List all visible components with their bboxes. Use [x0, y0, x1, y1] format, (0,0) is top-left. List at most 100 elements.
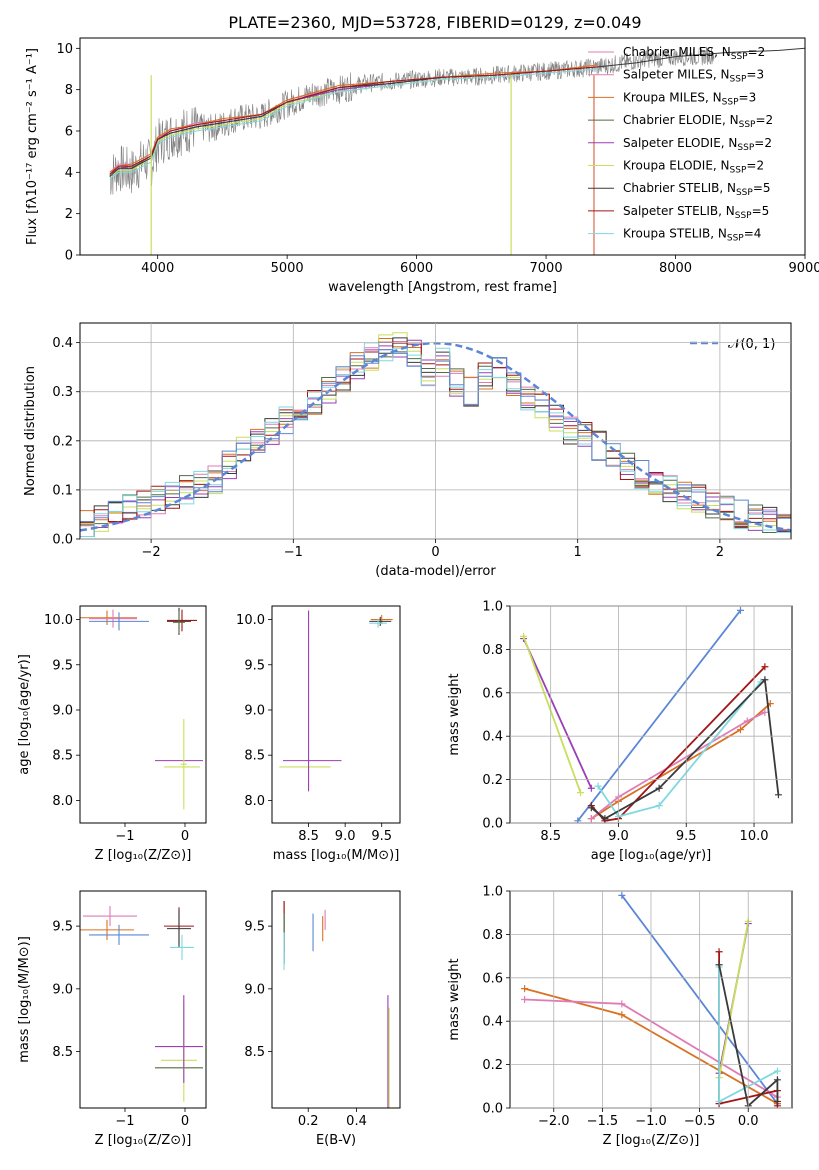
y-tick-label: 0.2	[482, 773, 503, 788]
y-tick-label: 0.4	[482, 1015, 503, 1030]
y-tick-label: 9.5	[52, 658, 73, 673]
chart-residuals: 𝒩(0, 1) −2 −1 0 1 2 0.0 0.1 0.2 0.3 0.4 (data-model…	[23, 322, 792, 579]
data-point	[655, 802, 663, 810]
model-2	[109, 64, 598, 173]
data-point	[574, 817, 582, 823]
chart-age_vs_mass: 8.5 9.0 9.5 8.0 8.5 9.0 9.5 10.0 mass [log₁₀(M/M…	[236, 605, 401, 863]
chart-massweight_vs_Z: −2.0 −1.5 −1.0 −0.5 0.0 0.0 0.2 0.4 0.6 0.8 1.0 Z […	[447, 885, 793, 1148]
x-tick-label: 8.5	[298, 829, 319, 844]
data-point	[577, 789, 584, 797]
y-axis-label: mass weight	[447, 673, 462, 755]
y-tick-label: 0.6	[482, 971, 503, 986]
legend-suffix: =2	[754, 136, 772, 150]
y-tick-label: 8	[65, 83, 73, 98]
y-tick-label: 8.5	[244, 749, 265, 764]
figure-title: PLATE=2360, MJD=53728, FIBERID=0129, z=0…	[228, 13, 641, 32]
x-tick-label: −1	[115, 1114, 134, 1129]
weight-line-7	[718, 964, 779, 1108]
x-axis-label: Z [log₁₀(Z/Z⊙)]	[95, 848, 192, 863]
y-tick-label: 0.2	[52, 434, 73, 449]
legend-suffix: =2	[748, 45, 766, 59]
chart-mass_vs_Z: −1 0 8.5 9.0 9.5 Z [log₁₀(Z/Z⊙)] mass [log₁₀(M…	[17, 890, 207, 1148]
legend-suffix: =2	[755, 113, 773, 127]
x-tick-label: 9000	[788, 261, 819, 276]
weight-line-4	[718, 921, 750, 1078]
y-tick-label: 0.0	[482, 817, 503, 832]
x-tick-label: −1	[284, 545, 303, 560]
legend-entry: Chabrier ELODIE, NSSP=2	[623, 113, 773, 130]
legend-suffix: =4	[744, 227, 762, 241]
legend-suffix: =5	[753, 181, 771, 195]
data-point	[743, 717, 751, 725]
legend-sub: SSP	[739, 120, 756, 130]
legend-entry: Kroupa STELIB, NSSP=4	[623, 227, 761, 244]
plot-area	[521, 891, 781, 1108]
y-tick-label: 0.6	[482, 686, 503, 701]
x-axis-label: Z [log₁₀(Z/Z⊙)]	[95, 1133, 192, 1148]
data-point	[761, 676, 769, 684]
chart-mass_vs_ebv: 0.2 0.4 8.5 9.0 9.5 E(B-V)	[244, 890, 401, 1148]
x-axis-label: E(B-V)	[316, 1133, 356, 1148]
x-tick-label: 4000	[141, 261, 174, 276]
legend-sub: SSP	[727, 234, 744, 244]
y-tick-label: 0.4	[52, 336, 73, 351]
chart-massweight_vs_age: 8.5 9.0 9.5 10.0 0.0 0.2 0.4 0.6 0.8 1.0 age [log₁…	[447, 600, 793, 863]
y-tick-label: 0.0	[482, 1102, 503, 1117]
x-tick-label: −0.5	[684, 1114, 716, 1129]
y-tick-label: 9.5	[244, 920, 265, 935]
x-tick-label: −1.5	[587, 1114, 619, 1129]
plot-area	[80, 607, 203, 810]
y-tick-label: 9.5	[52, 920, 73, 935]
y-tick-label: 9.0	[52, 982, 73, 997]
data-point	[715, 1097, 723, 1105]
data-point	[715, 948, 723, 956]
y-tick-label: 0.0	[52, 533, 73, 548]
weight-line-2	[522, 636, 582, 793]
legend-sub: SSP	[722, 97, 739, 107]
plot-frame	[271, 890, 401, 1109]
y-tick-label: 0.8	[482, 643, 503, 658]
legend-suffix: =3	[739, 90, 757, 104]
data-point	[521, 985, 529, 993]
legend-entry: Salpeter ELODIE, NSSP=2	[623, 136, 772, 153]
y-tick-label: 9.0	[244, 703, 265, 718]
y-axis-label: Normed distribution	[23, 366, 38, 496]
data-point	[761, 708, 769, 716]
chart-age_vs_Z: −1 0 8.0 8.5 9.0 9.5 10.0 Z [log₁₀(Z/Z⊙)] age [l…	[17, 605, 207, 863]
data-point	[601, 815, 609, 823]
data-point	[773, 1097, 781, 1105]
x-axis-label: (data-model)/error	[375, 564, 496, 579]
weight-line-1	[522, 638, 593, 789]
y-tick-label: 10.0	[44, 613, 73, 628]
legend-entry: Chabrier MILES, NSSP=2	[623, 45, 765, 62]
data-point	[736, 606, 744, 614]
y-axis-label: age [log₁₀(age/yr)]	[17, 654, 32, 775]
legend-sub: SSP	[731, 52, 748, 62]
data-point	[773, 1076, 781, 1084]
data-point	[761, 663, 769, 671]
y-tick-label: 8.5	[52, 749, 73, 764]
x-axis-label: Z [log₁₀(Z/Z⊙)]	[603, 1133, 700, 1148]
plot-area	[520, 606, 782, 823]
weight-line-6	[597, 681, 762, 818]
x-tick-label: 9.0	[335, 829, 356, 844]
x-tick-label: 9.5	[371, 829, 392, 844]
plot-frame	[79, 37, 806, 256]
data-point	[587, 815, 595, 823]
data-point	[618, 891, 626, 899]
plot-area	[279, 610, 393, 792]
x-tick-label: 5000	[271, 261, 304, 276]
plot-frame	[271, 605, 401, 824]
model-8	[109, 68, 598, 179]
y-axis-label: mass weight	[447, 958, 462, 1040]
legend-sub: SSP	[730, 166, 747, 176]
data-point	[773, 1067, 781, 1075]
x-tick-label: 0	[181, 829, 189, 844]
data-point	[587, 784, 595, 792]
y-axis-label: mass [log₁₀(M/M⊙)]	[17, 936, 32, 1063]
x-tick-label: 9.5	[676, 829, 697, 844]
data-point	[521, 996, 529, 1003]
weight-line-0	[577, 609, 742, 822]
legend-entry: Kroupa MILES, NSSP=3	[623, 90, 756, 107]
x-tick-label: −2	[142, 545, 161, 560]
